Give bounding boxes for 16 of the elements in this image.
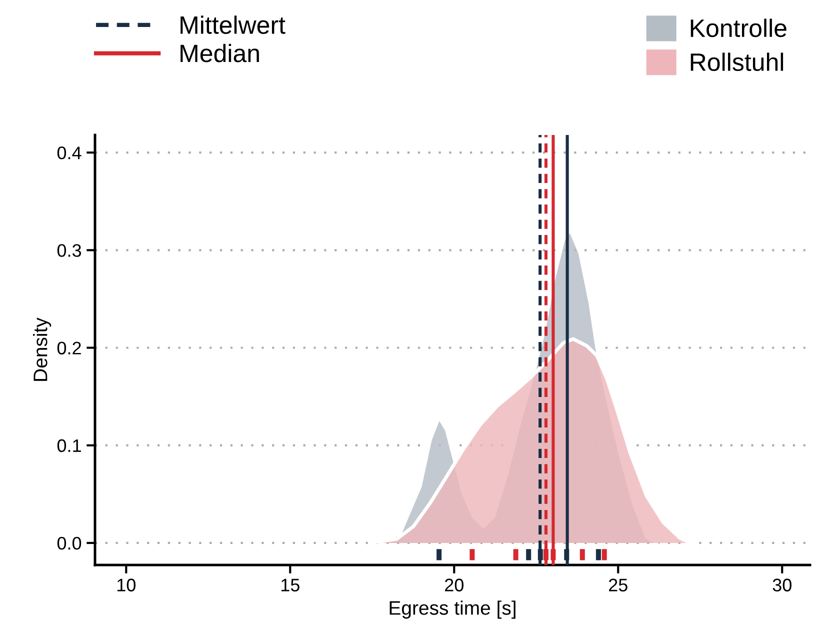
- legend-label: Rollstuhl: [690, 52, 784, 72]
- y-tick-label: 0.1: [57, 439, 81, 452]
- x-tick-label: 25: [609, 578, 628, 592]
- x-tick-label: 30: [772, 578, 792, 592]
- y-tick-label: 0.2: [57, 342, 81, 354]
- y-tick-label: 0.3: [57, 244, 82, 257]
- y-tick-label: 0.4: [57, 146, 82, 160]
- y-axis-title: Density: [33, 318, 52, 381]
- y-tick-label: 0.0: [57, 536, 82, 550]
- legend-label: Kontrolle: [690, 18, 786, 38]
- x-tick-label: 15: [281, 578, 300, 592]
- x-tick-label: 20: [445, 578, 464, 592]
- x-axis-title: Egress time [s]: [390, 600, 516, 619]
- legend-label: Mittelwert: [180, 16, 286, 34]
- x-tick-label: 10: [117, 578, 136, 592]
- legend-label: Median: [180, 44, 259, 62]
